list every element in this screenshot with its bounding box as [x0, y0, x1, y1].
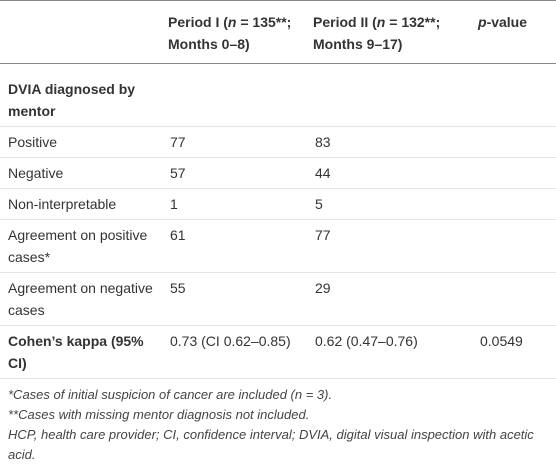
header-text: Period II ( — [313, 14, 377, 30]
table-cell: 77 — [305, 219, 470, 273]
header-row: Period I (n = 135**; Months 0–8) Period I… — [0, 0, 556, 64]
cell-value: 0.73 (CI 0.62–0.85) — [170, 333, 291, 349]
table-cell: 29 — [305, 272, 470, 326]
table-cell — [470, 126, 556, 158]
table-cell: 44 — [305, 157, 470, 189]
row-label: Negative — [0, 157, 160, 189]
table-row: Negative 57 44 — [0, 157, 556, 189]
table-cell: 83 — [305, 126, 470, 158]
header-text: n — [376, 14, 386, 30]
row-label: Non-interpretable — [0, 188, 160, 220]
row-label: Agreement on negative cases — [0, 272, 160, 326]
table-cell — [470, 219, 556, 273]
cell-value: 29 — [315, 280, 331, 296]
row-label: Positive — [0, 126, 160, 158]
cell-value: 0.62 (0.47–0.76) — [315, 333, 418, 349]
table-cell: 55 — [160, 272, 305, 326]
table-cell: 57 — [160, 157, 305, 189]
cell-value: 77 — [170, 134, 186, 150]
row-label: DVIA diagnosed by mentor — [0, 63, 160, 127]
cell-value: 0.0549 — [480, 333, 523, 349]
cell-value: 5 — [315, 196, 323, 212]
cell-value: 57 — [170, 165, 186, 181]
cell-value: 61 — [170, 227, 186, 243]
table-cell — [160, 63, 305, 127]
header-text: Period I ( — [168, 14, 228, 30]
cell-value: 55 — [170, 280, 186, 296]
table-cell: 0.62 (0.47–0.76) — [305, 325, 470, 379]
table-cell: 5 — [305, 188, 470, 220]
cell-value: 77 — [315, 227, 331, 243]
header-text: = 135**; Months 0–8) — [168, 14, 292, 52]
table-cell — [305, 63, 470, 127]
header-cell — [0, 0, 160, 64]
header-cell: Period II (n = 132**; Months 9–17) — [305, 0, 470, 64]
table-cell — [470, 63, 556, 127]
table-row: Agreement on negative cases 55 29 — [0, 272, 556, 326]
table-row: Cohen’s kappa (95% CI) 0.73 (CI 0.62–0.85… — [0, 325, 556, 379]
table-cell: 61 — [160, 219, 305, 273]
footnote: HCP, health care provider; CI, confidenc… — [8, 427, 534, 462]
data-table: Period I (n = 135**; Months 0–8) Period I… — [0, 0, 556, 379]
footnote: **Cases with missing mentor diagnosis no… — [8, 407, 310, 422]
table-row: DVIA diagnosed by mentor — [0, 63, 556, 127]
header-text: = 132**; Months 9–17) — [313, 14, 441, 52]
table-row: Agreement on positive cases* 61 77 — [0, 219, 556, 273]
table-cell: 1 — [160, 188, 305, 220]
header-cell: p-value — [470, 0, 556, 64]
table-cell: 77 — [160, 126, 305, 158]
table-row: Positive 77 83 — [0, 126, 556, 158]
row-label: Agreement on positive cases* — [0, 219, 160, 273]
footnotes: *Cases of initial suspicion of cancer ar… — [0, 379, 556, 465]
header-text: n — [227, 14, 237, 30]
table-cell: 0.73 (CI 0.62–0.85) — [160, 325, 305, 379]
table-cell — [470, 188, 556, 220]
cell-value: 44 — [315, 165, 331, 181]
table-body: DVIA diagnosed by mentor Positive 77 83 Nega… — [0, 63, 556, 379]
cell-value: 83 — [315, 134, 331, 150]
table-row: Non-interpretable 1 5 — [0, 188, 556, 220]
table-cell — [470, 157, 556, 189]
header-text: -value — [486, 14, 528, 30]
header-cell: Period I (n = 135**; Months 0–8) — [160, 0, 305, 64]
header-text: p — [478, 14, 487, 30]
footnote: *Cases of initial suspicion of cancer ar… — [8, 387, 333, 402]
row-label: Cohen’s kappa (95% CI) — [0, 325, 160, 379]
table-cell — [470, 272, 556, 326]
cell-value: 1 — [170, 196, 178, 212]
table-cell: 0.0549 — [470, 325, 556, 379]
